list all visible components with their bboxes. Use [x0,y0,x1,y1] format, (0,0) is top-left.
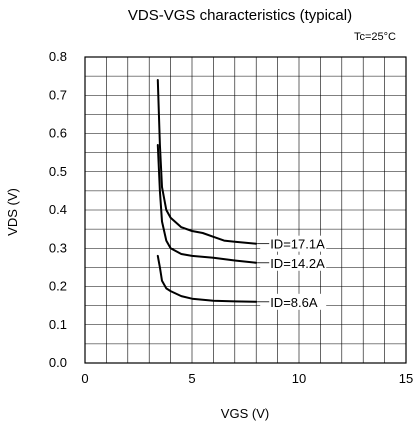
series-label-bg [260,254,327,271]
series-label-bg [260,293,327,310]
x-tick-label: 0 [81,371,88,386]
grid [85,57,406,363]
y-tick-label: 0.8 [49,49,67,64]
series-label: ID=14.2A [270,256,325,271]
plot-area [84,56,407,364]
y-tick-label: 0.6 [49,126,67,141]
x-tick-label: 5 [188,371,195,386]
y-tick-label: 0.5 [49,164,67,179]
x-tick-label: 10 [292,371,306,386]
series-curves [156,79,258,303]
condition-label: Tc=25°C [354,31,396,43]
series-line-2 [156,254,258,303]
y-axis-label: VDS (V) [5,188,20,236]
y-tick-label: 0.7 [49,87,67,102]
series-label: ID=8.6A [270,295,318,310]
series-label-bg [260,235,327,252]
x-tick-label: 15 [399,371,413,386]
series-labels: ID=17.1A ID=14.2A ID=8.6A [257,235,327,310]
series-line-1 [156,144,258,264]
y-tick-label: 0.2 [49,279,67,294]
chart-title: VDS-VGS characteristics (typical) [128,7,352,24]
x-axis-label: VGS (V) [221,406,269,421]
y-tick-label: 0.4 [49,202,67,217]
series-line-0 [156,79,258,245]
tick-labels: 0 5 10 15 0.0 0.1 0.2 0.3 0.4 0.5 0.6 0.7 0.8 [49,49,413,386]
series-label: ID=17.1A [270,237,325,252]
y-tick-label: 0.0 [49,355,67,370]
y-tick-label: 0.1 [49,317,67,332]
y-tick-label: 0.3 [49,240,67,255]
